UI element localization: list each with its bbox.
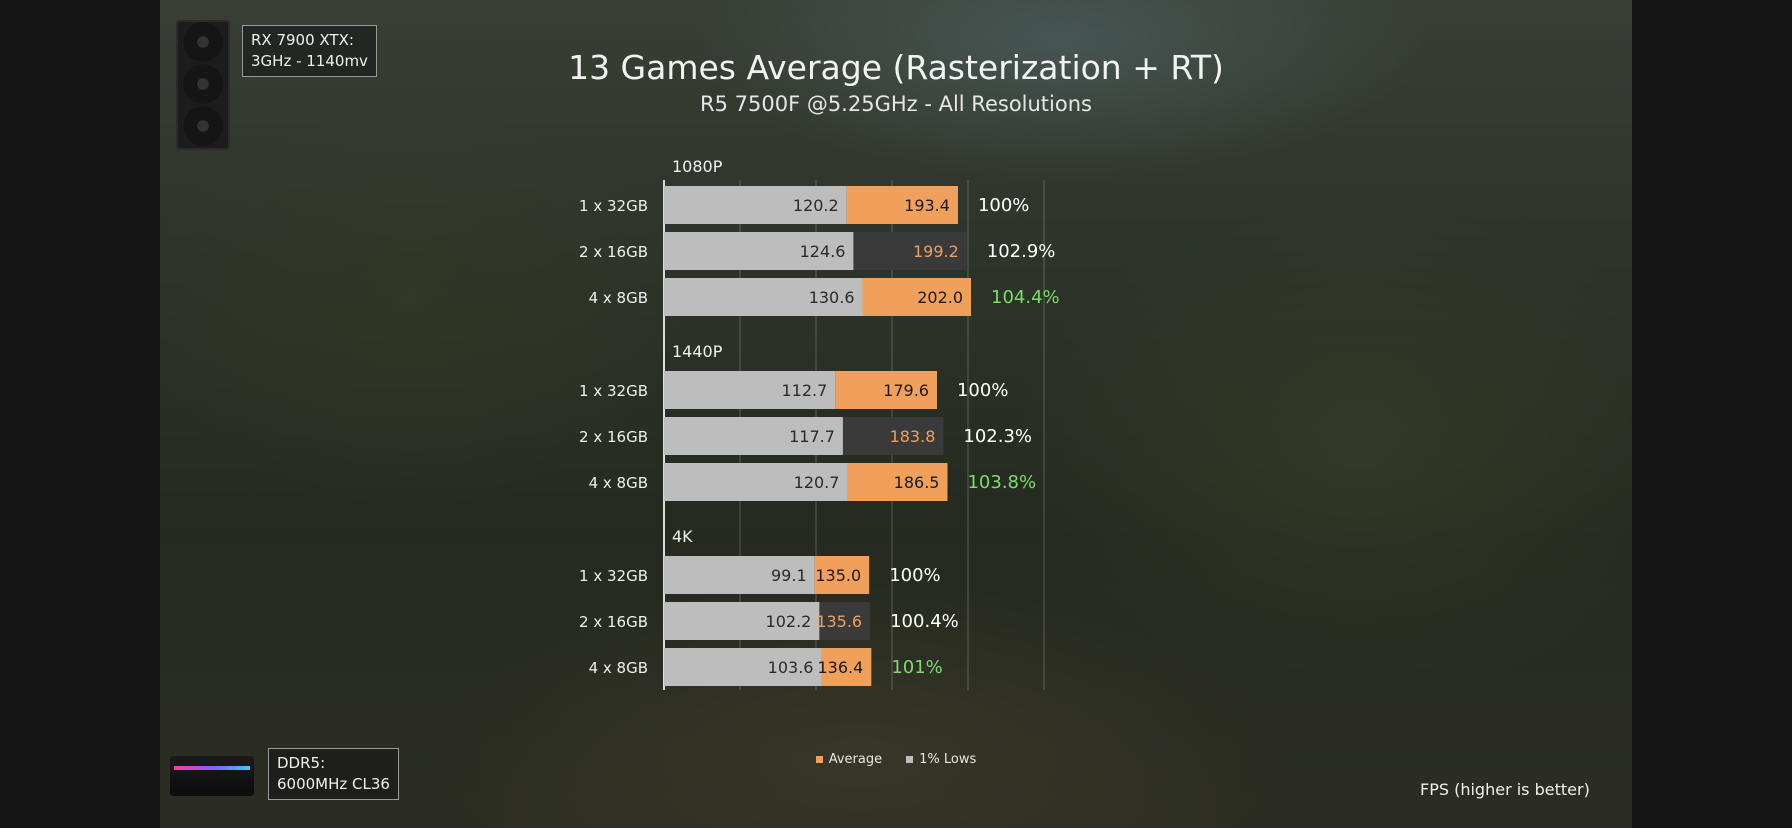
average-value-label: 183.8	[890, 427, 936, 446]
lows-bar	[664, 371, 836, 409]
row-label: 4 x 8GB	[589, 659, 648, 677]
average-value-label: 199.2	[913, 242, 959, 261]
row-label: 4 x 8GB	[589, 289, 648, 307]
lows-value-label: 99.1	[771, 566, 807, 585]
lows-bar	[664, 463, 848, 501]
legend-label-average: Average	[828, 752, 883, 767]
ram-info-line1: DDR5:	[277, 754, 326, 772]
row-label: 2 x 16GB	[579, 428, 648, 446]
row-label: 1 x 32GB	[579, 567, 648, 585]
lows-value-label: 117.7	[789, 427, 835, 446]
lows-value-label: 130.6	[809, 288, 855, 307]
percent-label: 103.8%	[967, 472, 1036, 493]
average-value-label: 193.4	[904, 196, 950, 215]
group-label: 1440P	[672, 342, 723, 361]
chart-legend: Average 1% Lows	[160, 752, 1632, 767]
average-value-label: 202.0	[917, 288, 963, 307]
average-value-label: 135.0	[815, 566, 861, 585]
average-bar	[846, 186, 958, 224]
percent-label: 100.4%	[890, 611, 959, 632]
legend-swatch-average	[815, 756, 823, 763]
average-value-label: 136.4	[818, 658, 864, 677]
percent-label: 102.3%	[963, 426, 1032, 447]
average-value-label: 186.5	[894, 473, 940, 492]
legend-swatch-lows	[906, 756, 914, 763]
average-bar	[853, 232, 967, 270]
chart-title: 13 Games Average (Rasterization + RT)	[568, 48, 1224, 87]
lows-bar	[664, 186, 847, 224]
lows-bar	[664, 232, 854, 270]
average-value-label: 179.6	[883, 381, 929, 400]
gpu-card-image	[176, 20, 230, 150]
group-label: 4K	[672, 527, 693, 546]
average-bar	[847, 463, 948, 501]
percent-label: 104.4%	[991, 287, 1060, 308]
legend-label-lows: 1% Lows	[919, 752, 977, 767]
average-bar	[842, 417, 944, 455]
average-bar	[814, 556, 870, 594]
gpu-fan-icon	[183, 22, 223, 62]
gpu-info-box: RX 7900 XTX: 3GHz - 1140mv	[242, 25, 377, 77]
lows-value-label: 124.6	[800, 242, 846, 261]
average-bar	[821, 648, 872, 686]
lows-value-label: 120.7	[794, 473, 840, 492]
ram-stick-image	[170, 756, 254, 796]
gpu-info-line2: 3GHz - 1140mv	[251, 52, 368, 70]
row-label: 1 x 32GB	[579, 382, 648, 400]
lows-value-label: 102.2	[766, 612, 812, 631]
average-bar	[835, 371, 937, 409]
row-label: 1 x 32GB	[579, 197, 648, 215]
percent-label: 100%	[889, 565, 940, 586]
chart-subtitle: R5 7500F @5.25GHz - All Resolutions	[700, 92, 1092, 116]
gpu-info-line1: RX 7900 XTX:	[251, 31, 354, 49]
ram-info-box: DDR5: 6000MHz CL36	[268, 748, 399, 800]
percent-label: 102.9%	[987, 241, 1056, 262]
lows-value-label: 120.2	[793, 196, 839, 215]
percent-label: 100%	[978, 195, 1029, 216]
row-label: 2 x 16GB	[579, 243, 648, 261]
group-label: 1080P	[672, 157, 723, 176]
lows-bar	[664, 648, 822, 686]
lows-value-label: 112.7	[781, 381, 827, 400]
gpu-fan-icon	[183, 64, 223, 104]
bar-chart: 1080P 1 x 32GB 120.2 193.4 100% 2 x 16GB 124.6…	[579, 157, 1060, 690]
lows-bar	[664, 417, 843, 455]
row-label: 2 x 16GB	[579, 613, 648, 631]
row-label: 4 x 8GB	[589, 474, 648, 492]
ram-info-line2: 6000MHz CL36	[277, 775, 390, 793]
average-bar	[862, 278, 972, 316]
lows-bar	[664, 602, 820, 640]
percent-label: 101%	[891, 657, 942, 678]
lows-value-label: 103.6	[768, 658, 814, 677]
fps-note: FPS (higher is better)	[1420, 780, 1590, 799]
video-frame: 13 Games Average (Rasterization + RT) R5…	[160, 0, 1632, 828]
lows-bar	[664, 556, 815, 594]
average-bar	[819, 602, 871, 640]
percent-label: 100%	[957, 380, 1008, 401]
lows-bar	[664, 278, 863, 316]
gpu-fan-icon	[183, 106, 223, 146]
average-value-label: 135.6	[816, 612, 862, 631]
